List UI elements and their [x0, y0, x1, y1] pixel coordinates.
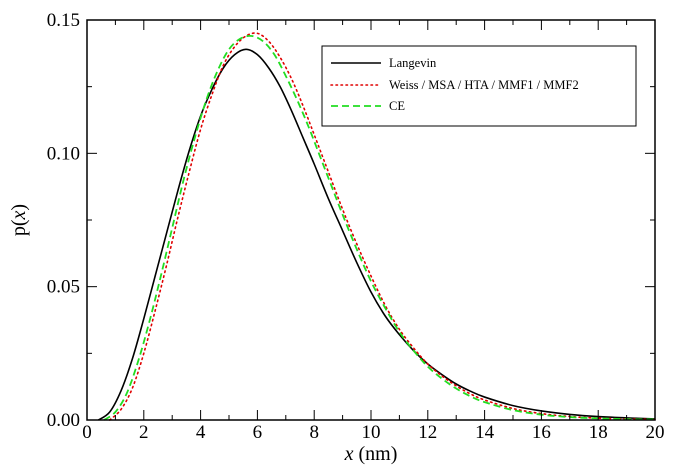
y-tick-labels: 0.00 0.05 0.10 0.15 [47, 10, 80, 431]
axis-ticks [86, 19, 656, 421]
x-tick-label: 16 [532, 422, 551, 443]
y-axis-title: p(x) [8, 204, 30, 236]
y-tick-label: 0.05 [47, 277, 80, 298]
series-line-1 [108, 32, 656, 421]
x-tick-label: 10 [362, 422, 381, 443]
x-tick-label: 2 [139, 422, 149, 443]
x-tick-labels: 0 2 4 6 8 10 12 14 16 18 20 [82, 422, 664, 443]
x-tick-label: 4 [196, 422, 206, 443]
x-tick-label: 18 [589, 422, 608, 443]
legend-label-langevin: Langevin [389, 56, 437, 70]
x-axis-title: x (nm) [344, 443, 398, 465]
y-tick-label: 0.15 [47, 10, 80, 31]
x-tick-label: 0 [82, 422, 92, 443]
y-tick-label: 0.10 [47, 143, 80, 164]
series-line-0 [97, 48, 656, 421]
x-tick-label: 6 [253, 422, 263, 443]
series-lines [97, 32, 656, 421]
x-tick-label: 8 [309, 422, 319, 443]
x-tick-label: 20 [646, 422, 665, 443]
legend-label-ce: CE [389, 99, 405, 113]
x-tick-label: 14 [475, 422, 495, 443]
y-tick-label: 0.00 [47, 410, 80, 431]
x-tick-label: 12 [418, 422, 437, 443]
legend-label-weiss: Weiss / MSA / HTA / MMF1 / MMF2 [389, 78, 579, 92]
legend: Langevin Weiss / MSA / HTA / MMF1 / MMF2… [321, 45, 637, 127]
legend-box [321, 45, 637, 127]
series-line-2 [103, 34, 656, 421]
